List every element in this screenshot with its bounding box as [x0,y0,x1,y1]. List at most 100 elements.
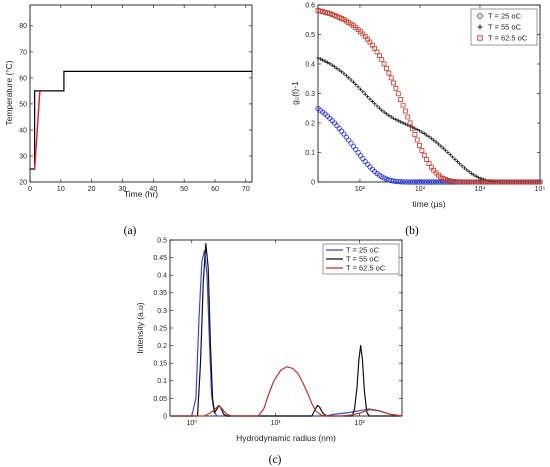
panel-b-x-tick-label: 10³ [415,186,426,193]
panel-a-y-tick-label: 50 [19,101,27,108]
panel-b-point-plus [318,57,323,61]
panel-b-point-plus [363,92,368,96]
panel-a-x-tick-label: 20 [88,186,96,193]
panel-b-point-plus [446,150,450,155]
panel-b-point-square [419,148,425,153]
panel-b-point-plus [344,73,349,78]
panel-c-legend-625: T = 62.5 oC [346,264,386,273]
panel-c-y-tick-label: 0.1 [157,378,167,385]
panel-b-label: (b) [405,225,419,237]
panel-a-frame [29,4,253,183]
panel-c-y-tick-label: 0 [163,413,167,420]
panel-a-x-label: Time (hr) [124,189,158,199]
panel-c-label: (c) [269,454,282,466]
panel-b-point-plus [474,174,479,179]
panel-b-point-circle [386,177,392,183]
panel-b-point-plus [384,112,389,116]
panel-b-point-plus [358,87,363,92]
panel-b-point-plus [353,82,358,87]
panel-b-point-square [402,108,408,114]
panel-c-x-tick-label: 10⁰ [186,419,197,427]
panel-b-point-plus [436,142,441,146]
panel-b-point-plus [368,97,372,101]
panel-b-legend-25: T = 25 oC [488,12,522,21]
panel-c-y-tick-label: 0.05 [153,396,167,403]
panel-c-y-tick-label: 0.25 [153,325,167,332]
panel-b-point-square [384,65,389,71]
panel-b-point-plus [330,63,334,68]
panel-b-point-plus [460,164,464,168]
panel-b-point-circle [388,177,394,184]
panel-b-point-plus [349,78,353,82]
panel-b-x-tick-label: 10⁴ [475,186,486,193]
panel-b-point-plus [335,66,339,71]
panel-b-point-plus [387,113,391,118]
panel-b-point-plus [325,60,330,65]
panel-b-point-square [405,114,411,120]
panel-b-point-plus [472,173,476,177]
panel-c: 0 0.05 0.1 0.15 0.2 0.25 0.3 0.35 0.4 0.45 0.5 10⁰… [135,237,403,466]
panel-b-point-square [412,132,418,137]
panel-b-point-plus [328,61,332,66]
panel-a-label: (a) [124,225,137,237]
panel-c-y-tick-label: 0.5 [157,237,167,244]
legend-square-marker [477,35,483,41]
panel-b-point-plus [422,131,427,136]
panel-a-y-tick-label: 80 [19,23,27,30]
panel-b-x-tick-label: 10² [355,186,366,193]
panel-b-point-plus [448,152,453,157]
panel-b-y-tick-label: 0.1 [305,150,315,157]
panel-a-y-tick-label: 30 [19,153,27,160]
panel-b-point-square [388,75,394,81]
panel-b-point-plus [417,128,422,133]
panel-b-point-plus [394,117,398,122]
panel-b-legend-625: T = 62.5 oC [488,34,528,43]
panel-a-y-tick-label: 60 [19,75,27,82]
panel-b-point-plus [332,64,337,69]
panel-b-point-plus [434,140,438,144]
panel-a-y-tick-label: 40 [19,127,27,134]
panel-b-point-plus [431,138,436,142]
panel-a-y-ticks: 20 30 40 50 60 70 80 [19,23,252,186]
panel-b-point-plus [316,56,320,60]
panel-b-point-plus [372,101,377,106]
panel-b-point-plus [462,166,467,170]
panel-c-legend-55: T = 55 oC [346,255,380,264]
panel-b-y-tick-label: 0.6 [305,2,315,9]
panel-b-point-plus [441,146,445,150]
panel-b-point-plus [457,161,462,166]
panel-b-point-plus [337,68,342,72]
panel-c-y-ticks: 0 0.05 0.1 0.15 0.2 0.25 0.3 0.35 0.4 0.45 0.5 [153,237,402,420]
panel-b-point-plus [469,171,474,176]
panel-b-point-plus [415,127,419,132]
panel-b-point-plus [342,71,346,76]
panel-a-series-line-1 [33,90,41,170]
panel-c-y-label: Intensity (a.u) [135,302,145,354]
panel-b-y-tick-label: 0.4 [305,61,315,68]
panel-b-point-plus [339,70,344,74]
panel-b-points [315,8,543,185]
panel-c-legend: T = 25 oC T = 55 oC T = 62.5 oC [322,243,400,275]
panel-c-y-tick-label: 0.35 [153,290,167,297]
panel-c-y-tick-label: 0.15 [153,361,167,368]
panel-b-point-plus [455,159,460,164]
panel-b-point-square [400,102,406,108]
panel-c-x-tick-label: 10¹ [271,420,282,427]
panel-a-y-tick-label: 20 [19,179,27,186]
panel-b-point-circle [383,176,390,182]
panel-b-point-square [393,85,399,91]
panel-b-point-square [410,126,415,132]
panel-b: 0 0.1 0.2 0.3 0.4 0.5 0.6 10² 10³ 10⁴ 10⁵ T = 25 … [290,2,545,237]
panel-b-point-square [391,80,396,86]
panel-b-point-plus [370,99,375,104]
panel-c-y-tick-label: 0.2 [157,343,167,350]
panel-a-x-tick-label: 0 [28,186,32,193]
panel-b-y-ticks: 0 0.1 0.2 0.3 0.4 0.5 0.6 [305,2,540,186]
panel-a-x-tick-label: 70 [242,186,250,193]
panel-c-x-tick-label: 10² [355,420,366,427]
panel-b-point-plus [396,118,401,123]
panel-b-point-plus [467,169,471,174]
panel-b-point-square [407,120,413,126]
panel-b-point-plus [429,136,434,141]
